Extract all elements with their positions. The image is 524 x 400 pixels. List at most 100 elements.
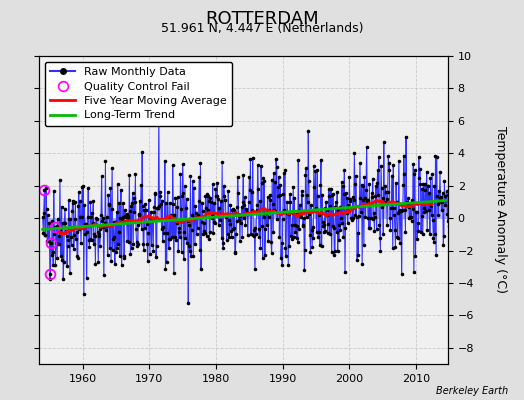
Point — [267, 239, 275, 246]
Point — [347, 217, 356, 223]
Point — [244, 232, 252, 238]
Point — [302, 214, 311, 220]
Point — [202, 232, 211, 239]
Point — [323, 229, 332, 236]
Point — [388, 173, 396, 179]
Point — [190, 185, 198, 192]
Point — [377, 185, 386, 191]
Point — [89, 220, 97, 226]
Point — [94, 259, 102, 265]
Point — [253, 207, 261, 213]
Point — [332, 228, 341, 235]
Point — [179, 161, 187, 168]
Point — [287, 222, 296, 228]
Point — [367, 215, 375, 222]
Point — [225, 217, 233, 223]
Point — [87, 214, 95, 221]
Point — [406, 214, 414, 220]
Point — [254, 162, 262, 168]
Point — [199, 231, 208, 237]
Point — [403, 201, 412, 207]
Point — [162, 259, 171, 266]
Point — [42, 206, 51, 212]
Point — [163, 189, 172, 196]
Point — [400, 152, 408, 159]
Point — [84, 236, 93, 243]
Point — [411, 167, 419, 174]
Point — [148, 214, 156, 221]
Point — [172, 237, 180, 244]
Point — [319, 223, 327, 230]
Point — [285, 242, 293, 249]
Point — [194, 198, 203, 204]
Point — [219, 240, 227, 246]
Point — [296, 202, 304, 209]
Point — [117, 262, 126, 269]
Point — [282, 253, 290, 259]
Point — [361, 214, 369, 220]
Point — [211, 185, 220, 192]
Point — [102, 227, 110, 233]
Point — [50, 231, 59, 238]
Point — [143, 241, 151, 247]
Point — [433, 192, 441, 199]
Point — [43, 212, 52, 218]
Point — [62, 232, 71, 239]
Point — [333, 188, 341, 195]
Point — [254, 186, 263, 192]
Point — [410, 171, 419, 178]
Point — [357, 182, 366, 188]
Point — [397, 208, 405, 214]
Point — [121, 207, 129, 213]
Point — [57, 204, 66, 210]
Point — [65, 216, 73, 222]
Point — [214, 222, 223, 228]
Point — [78, 214, 86, 220]
Point — [281, 167, 289, 173]
Point — [422, 208, 430, 214]
Point — [107, 258, 115, 264]
Point — [289, 184, 298, 190]
Point — [236, 238, 244, 244]
Point — [358, 197, 367, 204]
Point — [70, 232, 79, 238]
Point — [173, 204, 181, 210]
Point — [255, 226, 263, 232]
Point — [242, 206, 250, 212]
Point — [217, 235, 226, 241]
Point — [69, 200, 78, 206]
Point — [143, 221, 151, 227]
Point — [258, 255, 267, 261]
Point — [103, 252, 112, 258]
Point — [60, 259, 68, 266]
Point — [274, 184, 282, 190]
Point — [200, 228, 209, 234]
Point — [168, 234, 176, 240]
Point — [309, 235, 318, 241]
Point — [81, 221, 89, 227]
Point — [195, 247, 204, 254]
Point — [423, 227, 431, 233]
Point — [259, 213, 268, 220]
Point — [208, 215, 216, 221]
Point — [356, 195, 365, 201]
Point — [311, 168, 320, 175]
Point — [277, 240, 286, 246]
Point — [126, 251, 135, 257]
Point — [91, 260, 100, 267]
Point — [162, 200, 170, 206]
Point — [359, 183, 367, 190]
Point — [342, 190, 350, 196]
Point — [136, 219, 145, 225]
Point — [158, 198, 166, 204]
Point — [156, 193, 165, 200]
Point — [399, 182, 408, 189]
Point — [266, 192, 275, 198]
Point — [441, 193, 449, 199]
Point — [370, 214, 379, 220]
Point — [315, 242, 324, 248]
Point — [157, 201, 165, 207]
Point — [168, 161, 177, 168]
Point — [304, 178, 313, 184]
Point — [411, 253, 420, 260]
